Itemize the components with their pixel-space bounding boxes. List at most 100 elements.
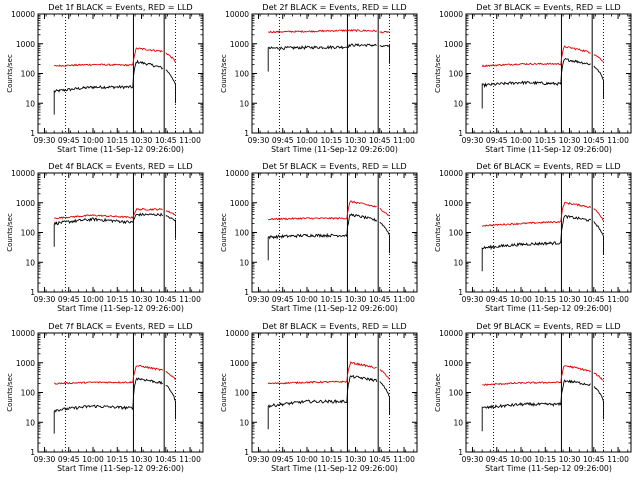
lld-series-line — [481, 45, 591, 68]
y-tick-label: 10 — [239, 99, 249, 108]
lld-series-line — [267, 361, 377, 385]
x-tick-label: 10:45 — [369, 455, 391, 464]
x-tick-label: 10:15 — [320, 295, 342, 304]
x-tick-label: 10:00 — [296, 136, 318, 145]
x-tick-label: 11:00 — [607, 455, 629, 464]
x-tick-label: 10:00 — [82, 136, 104, 145]
x-tick-label: 10:30 — [131, 455, 153, 464]
x-tick-label: 10:00 — [510, 295, 532, 304]
events-tail-line — [593, 386, 604, 420]
plot-frame — [251, 172, 418, 293]
lld-tail-line — [165, 210, 176, 216]
plot-frame — [465, 332, 632, 453]
x-axis-label: Start Time (11-Sep-12 09:26:00) — [485, 464, 612, 473]
y-tick-label: 10000 — [439, 10, 463, 19]
x-axis-label: Start Time (11-Sep-12 09:26:00) — [57, 304, 184, 313]
lld-tail-line — [379, 369, 390, 380]
x-tick-label: 09:45 — [272, 136, 294, 145]
y-tick-label: 100 — [449, 389, 464, 398]
events-tail-line — [593, 221, 604, 255]
x-tick-label: 10:30 — [559, 455, 581, 464]
x-tick-label: 11:00 — [607, 136, 629, 145]
x-axis-label: Start Time (11-Sep-12 09:26:00) — [57, 464, 184, 473]
x-tick-label: 09:30 — [248, 136, 270, 145]
x-tick-label: 10:00 — [510, 455, 532, 464]
x-axis-label: Start Time (11-Sep-12 09:26:00) — [271, 304, 398, 313]
x-tick-label: 09:30 — [34, 136, 56, 145]
x-tick-label: 10:45 — [369, 295, 391, 304]
y-tick-label: 1 — [30, 448, 35, 457]
y-tick-label: 10000 — [225, 10, 249, 19]
y-tick-label: 100 — [21, 389, 36, 398]
x-axis-label: Start Time (11-Sep-12 09:26:00) — [485, 145, 612, 154]
x-tick-label: 10:00 — [296, 455, 318, 464]
y-tick-label: 100 — [235, 229, 250, 238]
x-tick-label: 09:30 — [462, 136, 484, 145]
plot-frame — [37, 332, 204, 453]
events-tail-line — [379, 381, 390, 415]
y-axis-label: Counts/sec — [6, 54, 14, 93]
y-tick-label: 10000 — [225, 329, 249, 338]
events-series-line — [481, 57, 591, 109]
y-axis-label: Counts/sec — [220, 373, 228, 412]
y-axis-label: Counts/sec — [220, 213, 228, 252]
y-tick-label: 100 — [21, 70, 36, 79]
x-tick-label: 10:15 — [106, 455, 128, 464]
x-tick-label: 10:45 — [155, 136, 177, 145]
x-tick-label: 09:45 — [272, 295, 294, 304]
y-tick-label: 10 — [25, 99, 35, 108]
detector-panel-8: Det 8f BLACK = Events, RED = LLD 1 10 100 10… — [220, 321, 418, 473]
y-tick-label: 10 — [25, 418, 35, 427]
x-tick-label: 09:45 — [486, 136, 508, 145]
y-tick-label: 1 — [30, 288, 35, 297]
y-tick-label: 1000 — [230, 199, 249, 208]
y-axis-label: Counts/sec — [434, 213, 442, 252]
x-tick-label: 10:45 — [155, 455, 177, 464]
x-tick-label: 10:15 — [320, 455, 342, 464]
y-tick-label: 1 — [244, 129, 249, 138]
x-tick-label: 10:45 — [583, 295, 605, 304]
x-tick-label: 09:45 — [272, 455, 294, 464]
panel-title: Det 5f BLACK = Events, RED = LLD — [262, 161, 406, 171]
lld-tail-line — [165, 52, 176, 63]
plot-frame — [465, 172, 632, 293]
lld-tail-line — [593, 208, 604, 222]
lld-tail-line — [593, 372, 604, 381]
x-tick-label: 10:15 — [106, 295, 128, 304]
y-tick-label: 10000 — [11, 329, 35, 338]
x-tick-label: 09:30 — [248, 455, 270, 464]
x-axis-label: Start Time (11-Sep-12 09:26:00) — [57, 145, 184, 154]
x-tick-label: 11:00 — [393, 455, 415, 464]
events-series-line — [267, 374, 378, 430]
x-axis-label: Start Time (11-Sep-12 09:26:00) — [271, 464, 398, 473]
y-tick-label: 10 — [239, 258, 249, 267]
x-tick-label: 09:30 — [462, 295, 484, 304]
x-tick-label: 10:45 — [155, 295, 177, 304]
x-tick-label: 10:00 — [82, 455, 104, 464]
events-tail-line — [379, 221, 390, 254]
plot-frame — [37, 13, 204, 134]
x-tick-label: 10:15 — [534, 136, 556, 145]
y-tick-label: 10 — [239, 418, 249, 427]
y-tick-label: 1000 — [230, 40, 249, 49]
y-axis-label: Counts/sec — [6, 213, 14, 252]
y-tick-label: 1000 — [230, 359, 249, 368]
detector-panel-3: Det 3f BLACK = Events, RED = LLD 1 10 100 10… — [434, 2, 632, 154]
y-tick-label: 1000 — [444, 40, 463, 49]
detector-panel-2: Det 2f BLACK = Events, RED = LLD 1 10 100 10… — [220, 2, 418, 154]
detector-panel-4: Det 4f BLACK = Events, RED = LLD 1 10 100 10… — [6, 161, 204, 313]
lld-series-line — [267, 200, 377, 221]
lld-tail-line — [593, 54, 604, 63]
y-tick-label: 100 — [21, 229, 36, 238]
lld-series-line — [53, 364, 164, 385]
panel-title: Det 8f BLACK = Events, RED = LLD — [262, 321, 406, 331]
y-tick-label: 1000 — [16, 359, 35, 368]
panel-title: Det 3f BLACK = Events, RED = LLD — [476, 2, 620, 12]
y-tick-label: 1 — [30, 129, 35, 138]
detector-panel-1: Det 1f BLACK = Events, RED = LLD 1 10 100 10… — [6, 2, 204, 154]
panel-title: Det 9f BLACK = Events, RED = LLD — [476, 321, 620, 331]
x-tick-label: 09:30 — [248, 295, 270, 304]
events-series-line — [53, 377, 163, 434]
events-tail-line — [593, 65, 604, 98]
y-tick-label: 100 — [235, 389, 250, 398]
